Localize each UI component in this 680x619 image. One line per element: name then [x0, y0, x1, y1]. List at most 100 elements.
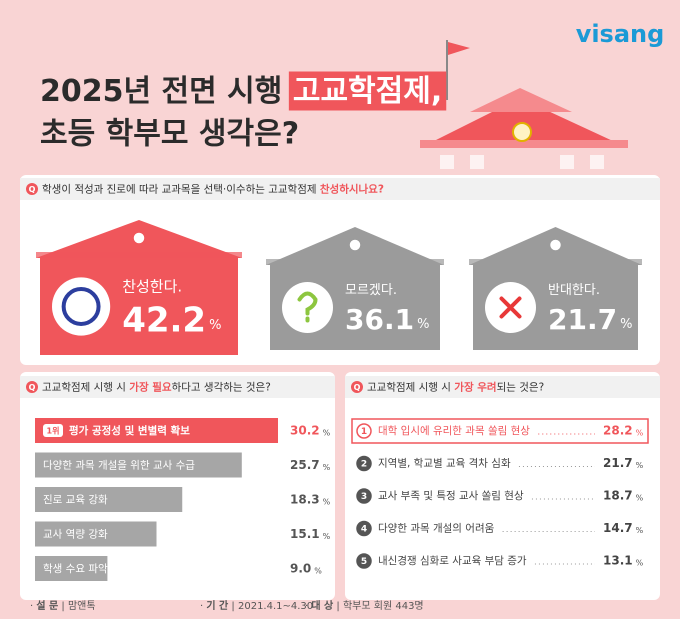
- unit: %: [323, 429, 331, 438]
- unit: %: [636, 494, 644, 503]
- rank: 2: [361, 460, 367, 470]
- footer: · 설 문 | 맘앤톡 · 기 간 | 2021.4.1~4.30 · 대 상 …: [30, 599, 424, 612]
- category: 모르겠다.: [345, 283, 397, 298]
- unit: %: [636, 429, 644, 438]
- unit: %: [636, 526, 644, 535]
- bar: [35, 418, 278, 443]
- icon-bg: [52, 277, 111, 336]
- footer-text: · 설 문 | 맘앤톡: [30, 599, 96, 612]
- rank: 5: [361, 557, 367, 567]
- category: 반대한다.: [548, 283, 600, 298]
- question-bar: [345, 376, 660, 398]
- question-part: 고교학점제 시행 시: [367, 382, 454, 394]
- bar: [35, 556, 108, 581]
- value-label: 18.7: [603, 489, 633, 503]
- eave: [469, 259, 642, 265]
- question-icon: [26, 183, 38, 195]
- value-label: 21.7: [603, 456, 633, 470]
- question-part: 되는 것은?: [497, 382, 545, 394]
- unit: %: [636, 461, 644, 470]
- question: 학생이 적성과 진로에 따라 교과목을 선택·이수하는 고교학점제 찬성하시나요…: [42, 183, 384, 196]
- bar: [35, 521, 157, 547]
- footer-label: 대 상: [311, 599, 334, 612]
- value-label: 30.2: [290, 424, 320, 438]
- category: 교사 부족 및 특정 교사 쏠림 현상: [378, 490, 524, 502]
- rank-circle: [356, 520, 372, 537]
- clock: [548, 238, 563, 252]
- question-part: 고교학점제 시행 시: [42, 382, 129, 394]
- category: 찬성한다.: [122, 278, 182, 296]
- category: 다양한 과목 개설의 어려움: [378, 523, 495, 535]
- unit: %: [314, 567, 322, 576]
- icon-x: [499, 296, 522, 319]
- panel: [345, 372, 660, 600]
- question-bar: [20, 178, 660, 200]
- category: 대학 입시에 유리한 과목 쏠림 현상: [378, 424, 530, 437]
- highlight-box: [351, 418, 649, 444]
- category: 교사 역량 강화: [43, 529, 108, 541]
- unit: %: [636, 559, 644, 568]
- badge: 1위: [47, 426, 60, 436]
- footer-text: · 기 간 | 2021.4.1~4.30: [200, 599, 313, 612]
- value-label: 15.1: [290, 527, 320, 541]
- question-part: 학생이 적성과 진로에 따라 교과목을 선택·이수하는 고교학점제: [42, 183, 320, 196]
- footer-value: 2021.4.1~4.30: [238, 601, 313, 612]
- category: 내신경쟁 심화로 사교육 부담 증가: [378, 554, 527, 567]
- question-icon-label: Q: [29, 185, 36, 194]
- rank-circle: [356, 488, 372, 504]
- unit: %: [323, 498, 331, 507]
- rank: 3: [361, 492, 367, 502]
- eave: [266, 259, 444, 265]
- value-label: 28.2: [603, 424, 633, 438]
- bar: [35, 452, 242, 478]
- value-label: 21.7: [548, 303, 617, 336]
- footer-label: 기 간: [206, 599, 229, 612]
- value-label: 14.7: [603, 521, 633, 535]
- value-label: 42.2: [122, 301, 206, 341]
- rank-circle: [356, 455, 372, 472]
- category: 평가 공정성 및 변별력 확보: [69, 424, 190, 437]
- unit: %: [323, 532, 331, 541]
- badge-bg: [43, 424, 63, 437]
- category: 다양한 과목 개설을 위한 교사 수급: [43, 459, 195, 472]
- question-part: 가장 필요: [129, 381, 172, 394]
- clock: [348, 238, 362, 252]
- category: 지역별, 학교별 교육 격차 심화: [378, 457, 511, 470]
- unit: %: [620, 317, 632, 332]
- question-icon: [351, 381, 363, 393]
- footer-label: 설 문: [36, 599, 58, 612]
- clock: [132, 231, 146, 245]
- question-icon-label: Q: [29, 383, 36, 392]
- value-label: 13.1: [603, 554, 633, 568]
- eave: [36, 252, 242, 258]
- bar: [35, 487, 183, 512]
- rank-circle: [356, 423, 372, 439]
- title: 2025년 전면 시행 고교학점제,: [40, 74, 442, 109]
- rank: 4: [361, 525, 367, 535]
- question-bar: [20, 376, 335, 398]
- footer-text: · 대 상 | 학부모 회원 443명: [305, 599, 424, 612]
- title: 초등 학부모 생각은?: [40, 117, 299, 152]
- title-highlight: 고교학점제,: [293, 74, 442, 109]
- value-label: 36.1: [345, 303, 414, 336]
- value-label: 9.0: [290, 562, 311, 576]
- footer-value: 맘앤톡: [68, 600, 96, 612]
- category: 학생 수요 파악: [43, 563, 108, 575]
- school-illustration: [288, 40, 628, 169]
- footer-value: 학부모 회원 443명: [343, 600, 424, 612]
- category: 진로 교육 강화: [43, 494, 108, 506]
- question: 고교학점제 시행 시 가장 우려되는 것은?: [367, 381, 544, 394]
- question-icon-label: Q: [354, 383, 361, 392]
- question-part: 가장 우려: [454, 381, 496, 394]
- icon-o: [61, 287, 101, 326]
- unit: %: [323, 463, 331, 472]
- value-label: 18.3: [290, 493, 320, 507]
- logo: visang: [576, 20, 665, 48]
- rank-circle: [356, 553, 372, 569]
- question-icon: [26, 381, 38, 393]
- question-part: 찬성하시나요?: [320, 183, 384, 196]
- rank: 1: [361, 427, 367, 437]
- question-part: 하다고 생각하는 것은?: [172, 381, 271, 394]
